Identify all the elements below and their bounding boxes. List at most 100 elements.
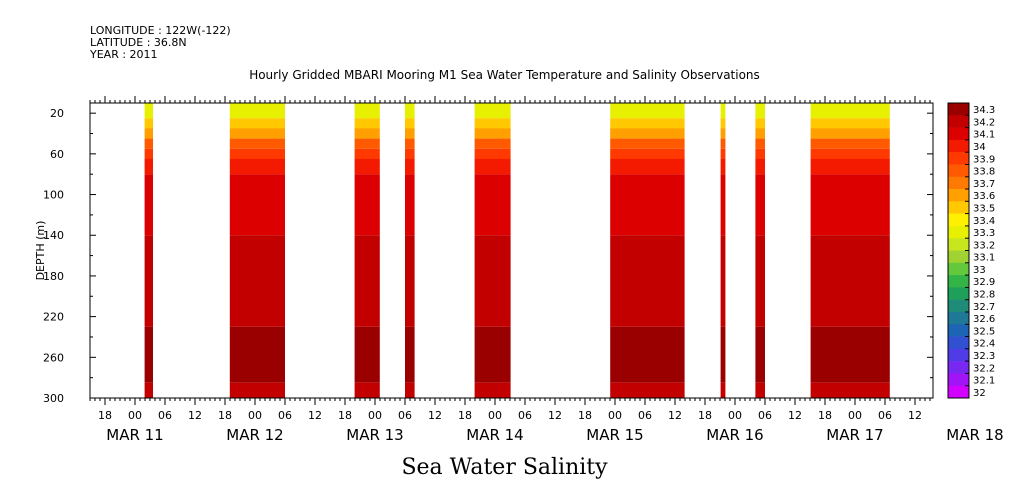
salinity-band-0-2: [144, 128, 153, 139]
colorbar-swatch: [948, 385, 969, 399]
salinity-band-1-0: [229, 103, 285, 119]
salinity-band-3-3: [405, 138, 415, 149]
salinity-band-2-8: [354, 326, 380, 383]
x-hour-label: 18: [578, 409, 592, 422]
colorbar-swatch: [948, 115, 969, 128]
colorbar-swatch: [948, 262, 969, 276]
x-hour-label: 12: [548, 409, 562, 422]
salinity-band-7-0: [755, 103, 765, 119]
x-hour-label: 06: [758, 409, 772, 422]
salinity-band-0-1: [144, 118, 153, 129]
salinity-band-8-4: [810, 148, 890, 159]
salinity-band-2-1: [354, 118, 380, 129]
x-hour-label: 18: [698, 409, 712, 422]
salinity-band-0-4: [144, 148, 153, 159]
x-hour-label: 00: [728, 409, 742, 422]
colorbar-label: 34.2: [973, 117, 995, 128]
x-hour-label: 12: [188, 409, 202, 422]
chart-title: Hourly Gridded MBARI Mooring M1 Sea Wate…: [249, 68, 760, 82]
x-hour-label: 00: [488, 409, 502, 422]
salinity-band-6-5: [720, 158, 726, 175]
colorbar-label: 33.3: [973, 228, 995, 239]
y-tick-label: 20: [50, 107, 64, 120]
colorbar-label: 32.8: [973, 290, 995, 301]
colorbar-swatch: [948, 201, 969, 214]
salinity-band-7-8: [755, 326, 765, 383]
salinity-band-8-6: [810, 174, 890, 236]
colorbar-swatch: [948, 238, 969, 251]
salinity-band-7-9: [755, 382, 765, 398]
colorbar-label: 32.4: [973, 339, 995, 350]
salinity-band-0-8: [144, 326, 153, 383]
salinity-band-3-7: [405, 235, 415, 327]
x-hour-label: 12: [668, 409, 682, 422]
x-hour-label: 18: [218, 409, 232, 422]
y-tick-label: 180: [43, 270, 64, 283]
colorbar-label: 33.2: [973, 240, 995, 251]
salinity-band-7-2: [755, 128, 765, 139]
salinity-band-8-0: [810, 103, 890, 119]
salinity-band-3-1: [405, 118, 415, 129]
x-hour-label: 12: [788, 409, 802, 422]
y-tick-label: 300: [43, 392, 64, 405]
colorbar-label: 33.6: [973, 191, 995, 202]
x-day-label: MAR 15: [586, 426, 643, 444]
colorbar-swatch: [948, 287, 969, 300]
colorbar-label: 32.6: [973, 314, 995, 325]
salinity-band-4-7: [474, 235, 511, 327]
x-day-label: MAR 13: [346, 426, 403, 444]
salinity-band-7-7: [755, 235, 765, 327]
x-hour-label: 00: [608, 409, 622, 422]
colorbar-swatch: [948, 311, 969, 325]
salinity-band-1-8: [229, 326, 285, 383]
salinity-band-5-7: [610, 235, 685, 327]
salinity-band-6-7: [720, 235, 726, 327]
salinity-band-3-2: [405, 128, 415, 139]
salinity-band-5-3: [610, 138, 685, 149]
colorbar-label: 33.7: [973, 179, 995, 190]
colorbar-swatch: [948, 275, 969, 288]
salinity-band-2-5: [354, 158, 380, 175]
salinity-band-2-7: [354, 235, 380, 327]
salinity-band-6-8: [720, 326, 726, 383]
salinity-band-5-0: [610, 103, 685, 119]
salinity-band-5-2: [610, 128, 685, 139]
salinity-band-6-6: [720, 174, 726, 236]
salinity-band-0-0: [144, 103, 153, 119]
x-day-label: MAR 12: [226, 426, 283, 444]
salinity-band-5-5: [610, 158, 685, 175]
salinity-band-8-3: [810, 138, 890, 149]
x-hour-label: 18: [98, 409, 112, 422]
colorbar-label: 32.3: [973, 351, 995, 362]
salinity-band-2-9: [354, 382, 380, 398]
colorbar-label: 32.5: [973, 326, 995, 337]
colorbar-swatch: [948, 164, 969, 178]
x-hour-label: 00: [368, 409, 382, 422]
colorbar-swatch: [948, 348, 969, 362]
salinity-band-6-1: [720, 118, 726, 129]
salinity-band-2-3: [354, 138, 380, 149]
x-day-label: MAR 16: [706, 426, 763, 444]
salinity-band-1-5: [229, 158, 285, 175]
salinity-band-2-6: [354, 174, 380, 236]
y-tick-label: 260: [43, 351, 64, 364]
salinity-band-8-1: [810, 118, 890, 129]
salinity-band-5-6: [610, 174, 685, 236]
x-hour-label: 18: [338, 409, 352, 422]
salinity-band-0-7: [144, 235, 153, 327]
colorbar-label: 32.7: [973, 302, 995, 313]
salinity-band-8-2: [810, 128, 890, 139]
salinity-band-6-2: [720, 128, 726, 139]
latitude-label: LATITUDE : 36.8N: [90, 36, 187, 49]
salinity-band-1-6: [229, 174, 285, 236]
y-tick-label: 60: [50, 148, 64, 161]
colorbar-label: 34.1: [973, 130, 995, 141]
x-hour-label: 00: [248, 409, 262, 422]
colorbar-label: 33.1: [973, 253, 995, 264]
x-day-label: MAR 18: [946, 426, 1003, 444]
salinity-band-0-3: [144, 138, 153, 149]
salinity-band-1-7: [229, 235, 285, 327]
colorbar-swatch: [948, 139, 969, 153]
colorbar-swatch: [948, 336, 969, 350]
y-tick-label: 220: [43, 311, 64, 324]
